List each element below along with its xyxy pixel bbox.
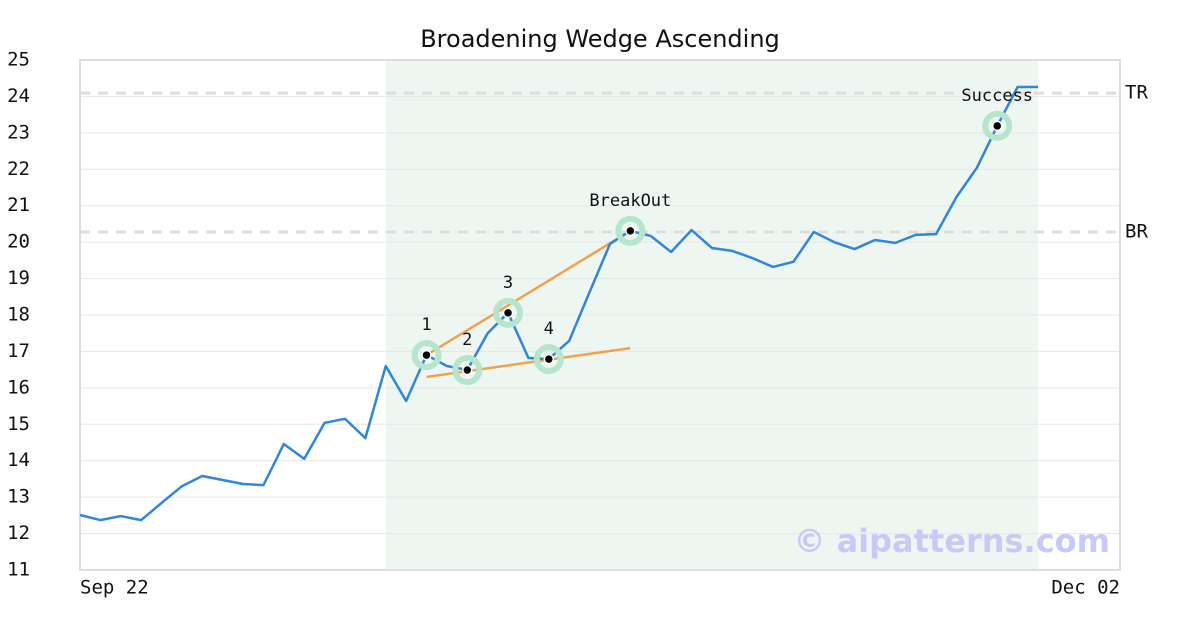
point-label: 2: [462, 330, 472, 350]
point-dot: [543, 353, 555, 365]
y-tick-label: 14: [7, 449, 30, 471]
x-tick-label: Sep 22: [80, 577, 149, 599]
y-tick-label: 13: [7, 486, 30, 508]
point-label: 4: [544, 319, 554, 339]
point-halo: [615, 215, 646, 246]
point-dot: [421, 349, 432, 361]
y-tick-label: 19: [7, 267, 30, 289]
chart-title: Broadening Wedge Ascending: [420, 25, 780, 53]
y-tick-label: 23: [7, 121, 30, 143]
level-label: TR: [1125, 82, 1148, 104]
point-halo: [533, 344, 564, 375]
point-dot: [625, 225, 636, 237]
y-tick-label: 20: [7, 231, 30, 253]
trendline: [426, 346, 631, 379]
y-tick-label: 12: [7, 522, 30, 544]
y-tick-label: 16: [7, 376, 30, 398]
point-label: Success: [961, 86, 1033, 106]
point-halo: [493, 297, 524, 328]
point-halo: [411, 340, 442, 371]
y-tick-label: 15: [7, 413, 30, 435]
point-label: 1: [421, 315, 431, 335]
point-dot: [991, 120, 1003, 132]
y-tick-label: 24: [7, 85, 30, 107]
plot-front: 1 2 3 4 BreakOut Success © aipatterns.com: [79, 85, 1110, 560]
point-dot: [502, 307, 514, 319]
trendline: [425, 229, 631, 357]
point-dot: [462, 364, 473, 376]
y-tick-label: 25: [7, 49, 30, 71]
level-label: BR: [1125, 220, 1148, 242]
y-tick-label: 21: [7, 194, 30, 216]
watermark: © aipatterns.com: [793, 522, 1110, 560]
x-tick-label: Dec 02: [1051, 577, 1120, 599]
y-tick-label: 22: [7, 158, 30, 180]
point-label: BreakOut: [589, 191, 671, 211]
point-label: 3: [503, 273, 513, 293]
y-tick-label: 18: [7, 304, 30, 326]
point-halo: [982, 110, 1013, 141]
y-tick-label: 17: [7, 340, 30, 362]
plot-frame: [79, 59, 1121, 571]
y-tick-label: 11: [7, 559, 30, 581]
point-halo: [452, 355, 483, 386]
